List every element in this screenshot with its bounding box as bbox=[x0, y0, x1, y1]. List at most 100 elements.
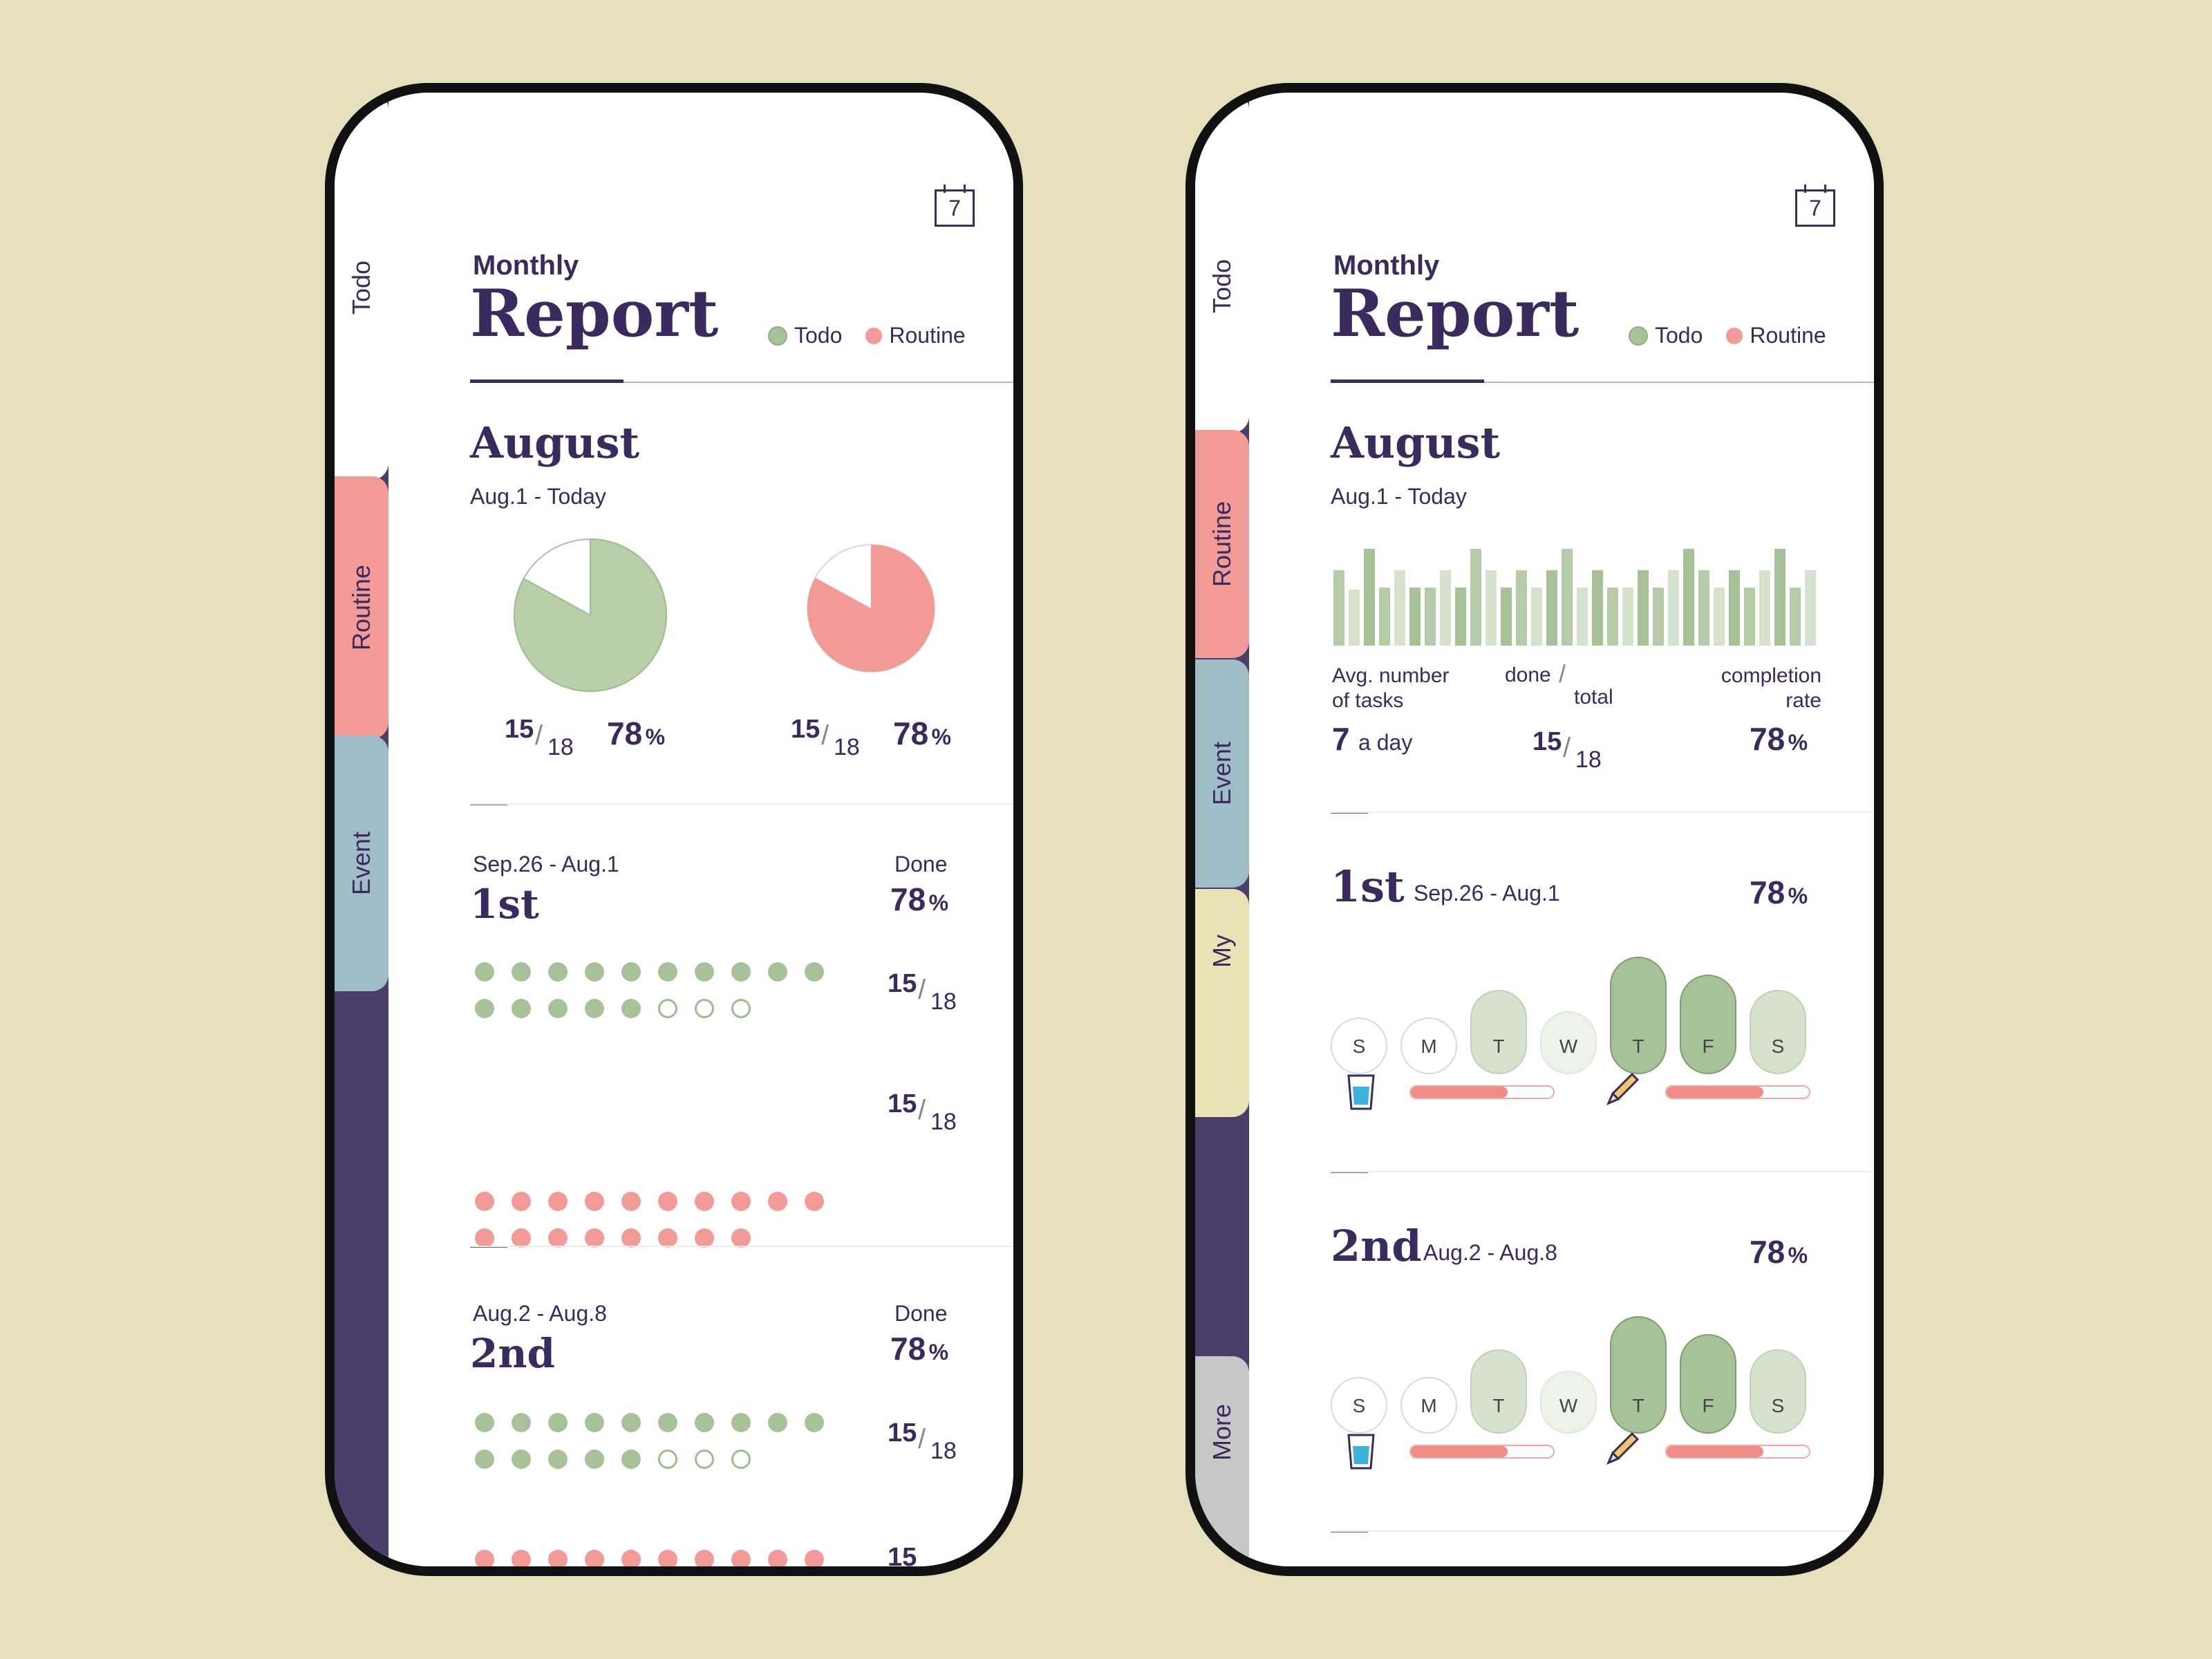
avg-value: 7 a day bbox=[1332, 720, 1412, 758]
done-total-slash: / bbox=[1559, 659, 1566, 688]
day-column[interactable]: T bbox=[1610, 957, 1667, 1074]
dot-filled bbox=[731, 1192, 751, 1211]
daily-bar bbox=[1394, 570, 1405, 646]
todo-pie-slice bbox=[514, 538, 667, 692]
tab-routine-label: Routine bbox=[1208, 500, 1236, 588]
week-1-routine-fraction: 15/ 18 bbox=[888, 1089, 957, 1135]
tab-event[interactable]: Event bbox=[1195, 659, 1249, 888]
rate-value-unit: % bbox=[1788, 730, 1808, 755]
header-divider bbox=[1331, 382, 1874, 383]
day-column[interactable]: T bbox=[1470, 990, 1527, 1074]
section-divider bbox=[1331, 812, 1874, 813]
day-label: F bbox=[1702, 1035, 1714, 1057]
dot-filled bbox=[512, 962, 531, 982]
day-column[interactable]: S bbox=[1331, 1377, 1387, 1434]
avg-value-unit: a day bbox=[1358, 730, 1413, 755]
dot-filled bbox=[548, 1228, 568, 1248]
day-column[interactable]: T bbox=[1610, 1316, 1667, 1434]
calendar-icon[interactable]: 7 bbox=[1795, 185, 1835, 227]
week-1-pencil-progress bbox=[1665, 1085, 1810, 1099]
tab-todo[interactable]: Todo bbox=[1195, 93, 1249, 433]
day-column[interactable]: W bbox=[1540, 1011, 1597, 1074]
day-column[interactable]: M bbox=[1400, 1377, 1457, 1434]
daily-bar bbox=[1698, 570, 1709, 646]
routine-pie-rate-unit: % bbox=[931, 724, 952, 749]
day-label: T bbox=[1632, 1395, 1644, 1416]
todo-pie bbox=[514, 538, 667, 692]
day-column[interactable]: S bbox=[1750, 1349, 1806, 1434]
todo-pie-fraction: 15/ 18 bbox=[505, 715, 574, 760]
day-label: M bbox=[1421, 1395, 1437, 1416]
tab-routine[interactable]: Routine bbox=[335, 476, 388, 739]
day-label: S bbox=[1352, 1395, 1366, 1416]
tab-more[interactable]: More bbox=[1195, 1356, 1249, 1566]
tab-event-label: Event bbox=[1208, 741, 1236, 806]
week-1-todo-dots bbox=[475, 962, 824, 1018]
day-column[interactable]: W bbox=[1540, 1371, 1597, 1434]
dot-filled bbox=[475, 1228, 494, 1248]
dot-filled bbox=[731, 1228, 751, 1248]
legend: Todo Routine bbox=[768, 323, 966, 348]
week-2-routine-dots bbox=[475, 1550, 824, 1566]
tab-event[interactable]: Event bbox=[335, 735, 388, 991]
week-2-rate-value: 78 bbox=[890, 1331, 926, 1367]
dot-filled bbox=[512, 1413, 531, 1432]
tab-todo[interactable]: Todo bbox=[335, 93, 388, 480]
dot-empty bbox=[695, 1450, 714, 1469]
dot-filled bbox=[621, 1413, 641, 1432]
dot-filled bbox=[621, 1228, 641, 1248]
avg-value-number: 7 bbox=[1332, 721, 1350, 757]
daily-bar bbox=[1577, 588, 1588, 646]
daily-bar bbox=[1592, 570, 1603, 646]
day-label: W bbox=[1559, 1394, 1578, 1416]
header-monthly: Monthly bbox=[1333, 250, 1440, 281]
tab-more-label: More bbox=[1208, 1403, 1236, 1461]
daily-bar bbox=[1774, 549, 1785, 646]
rate-label-line-2: rate bbox=[1785, 689, 1821, 712]
todo-pie-rate: 78 % bbox=[607, 715, 665, 752]
dot-filled bbox=[658, 1192, 677, 1211]
daily-bar bbox=[1805, 570, 1816, 646]
dot-empty bbox=[658, 999, 677, 1018]
todo-pie-done: 15 bbox=[505, 715, 534, 744]
section-divider bbox=[1331, 1171, 1874, 1172]
page-title: Report bbox=[470, 276, 719, 352]
routine-pie-done: 15 bbox=[791, 715, 821, 744]
tab-my-label: My bbox=[1208, 935, 1236, 968]
week-2-rate: 78 % bbox=[1750, 1233, 1808, 1271]
week-1-routine-done: 15 bbox=[888, 1089, 917, 1118]
day-column[interactable]: S bbox=[1331, 1018, 1387, 1074]
day-label: F bbox=[1702, 1394, 1714, 1416]
calendar-icon[interactable]: 7 bbox=[935, 185, 975, 227]
daily-bar bbox=[1470, 549, 1481, 646]
dot-filled bbox=[475, 962, 494, 982]
dot-filled bbox=[585, 1413, 604, 1432]
tab-event-label: Event bbox=[347, 831, 375, 896]
todo-pie-total: 18 bbox=[547, 734, 574, 760]
header-monthly: Monthly bbox=[473, 250, 579, 281]
rate-value: 78 % bbox=[1750, 720, 1808, 758]
daily-bar bbox=[1546, 570, 1557, 646]
day-column[interactable]: M bbox=[1400, 1018, 1457, 1074]
dot-filled bbox=[695, 1413, 714, 1432]
week-2-todo-total: 18 bbox=[930, 1438, 957, 1464]
water-glass-icon bbox=[1346, 1073, 1376, 1115]
tab-routine[interactable]: Routine bbox=[1195, 430, 1249, 658]
week-1-rate-value: 78 bbox=[890, 881, 926, 917]
dot-filled bbox=[621, 1450, 641, 1469]
week-2-title: 2nd bbox=[470, 1330, 556, 1377]
screen-right: Todo Routine Event My More 7 Monthly Rep… bbox=[1195, 93, 1874, 1566]
daily-bar bbox=[1653, 588, 1664, 646]
dot-filled bbox=[585, 1450, 604, 1469]
day-column[interactable]: F bbox=[1680, 1334, 1736, 1434]
legend: Todo Routine bbox=[1629, 323, 1826, 348]
dot-filled bbox=[621, 1192, 641, 1211]
tab-my[interactable]: My bbox=[1195, 889, 1249, 1117]
day-column[interactable]: S bbox=[1750, 990, 1806, 1074]
day-column[interactable]: F bbox=[1680, 975, 1736, 1074]
dot-filled bbox=[731, 1550, 751, 1566]
day-column[interactable]: T bbox=[1470, 1349, 1527, 1434]
phone-left: Todo Routine Event 7 Monthly Report Todo… bbox=[325, 83, 1023, 1576]
